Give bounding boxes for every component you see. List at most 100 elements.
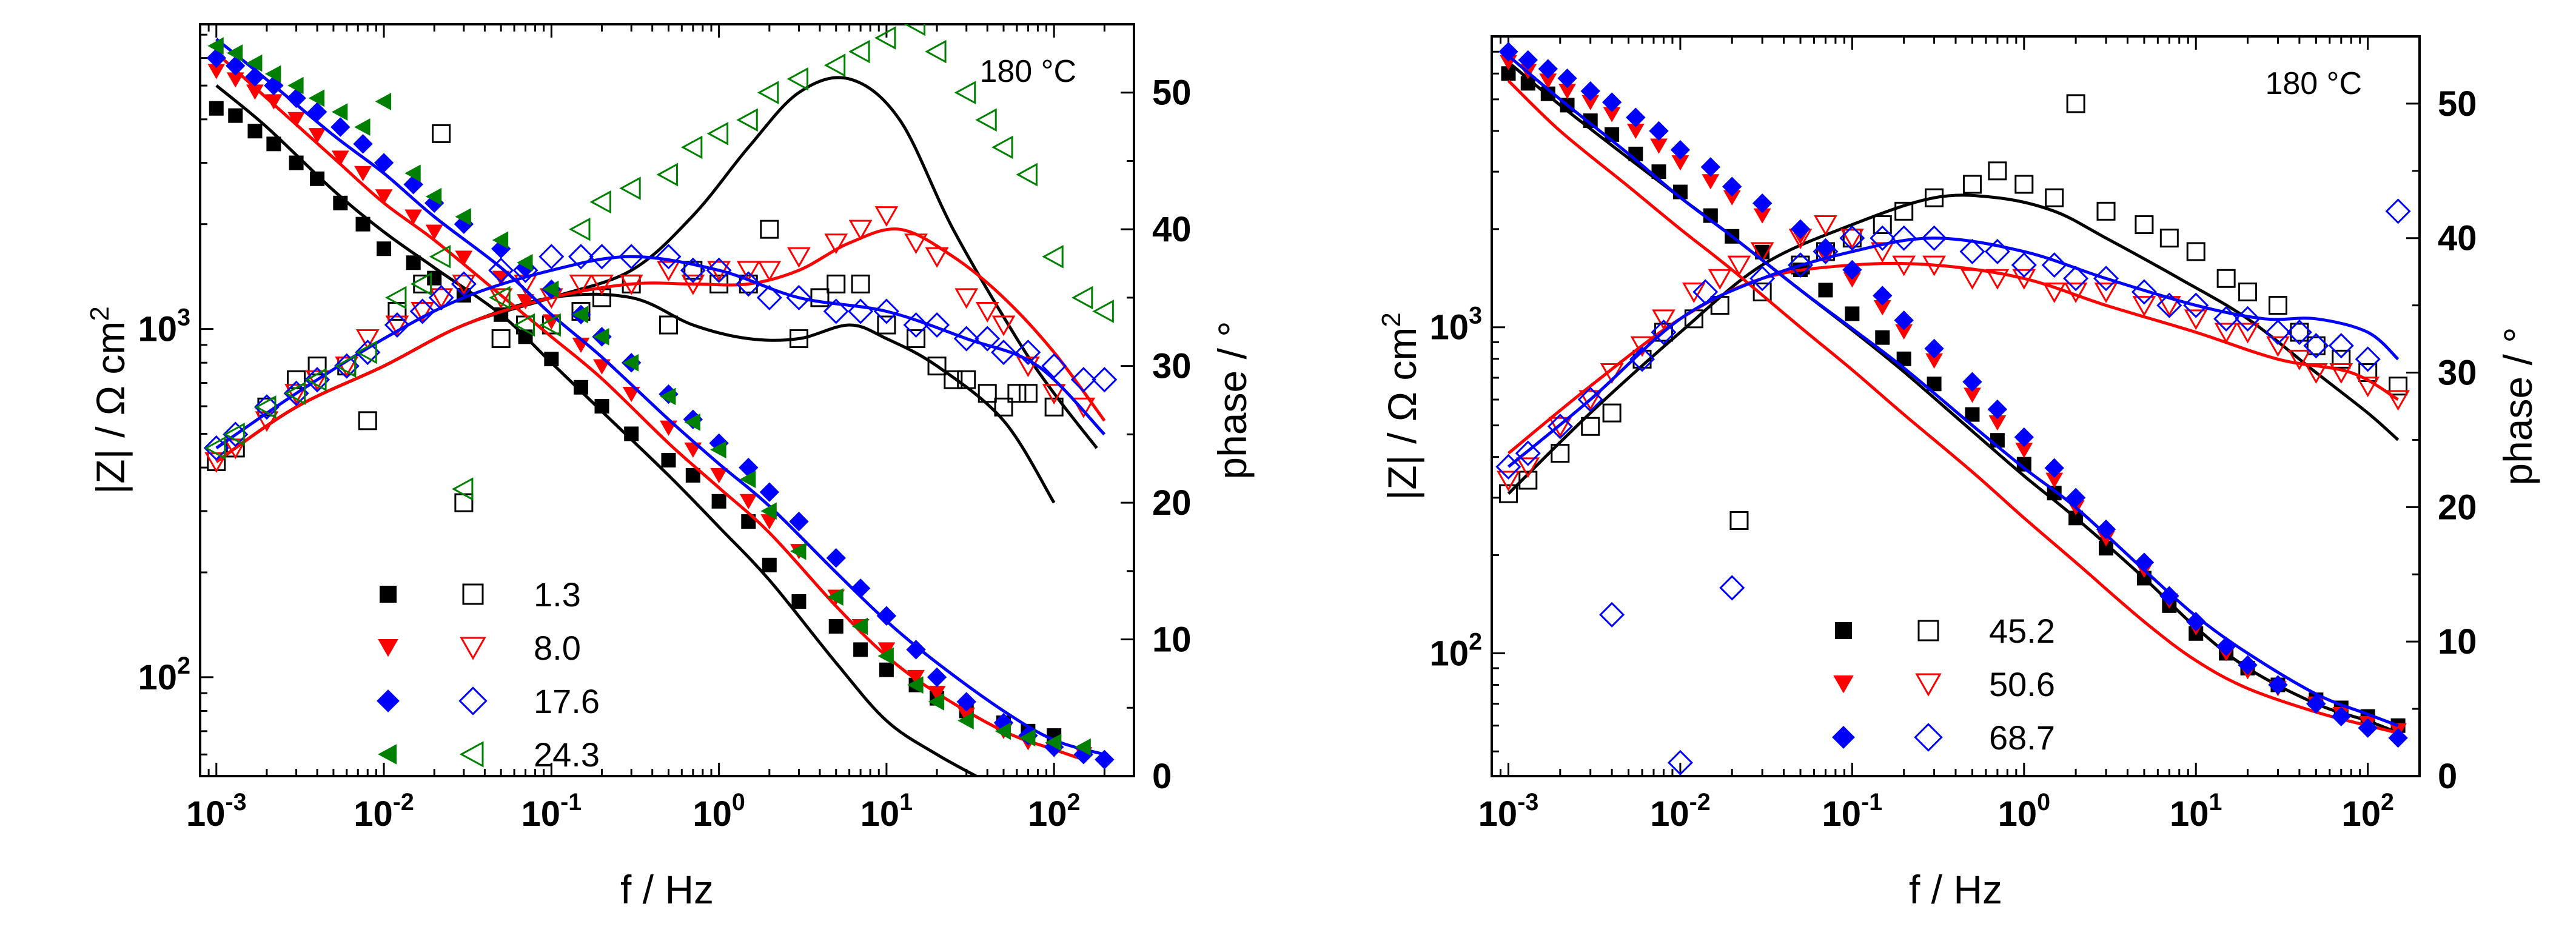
impedance-point: [425, 224, 443, 240]
impedance-point: [1580, 81, 1600, 101]
y-left-tick-label-base: 10: [1430, 634, 1469, 673]
phase-point: [1959, 238, 1985, 264]
impedance-point: [1988, 415, 2007, 431]
phase-point: [877, 315, 896, 335]
x-tick-label-exp: -3: [1517, 789, 1538, 816]
phase-point: [1548, 417, 1572, 438]
phase-point: [488, 257, 514, 283]
impedance-point: [1670, 139, 1691, 160]
impedance-point: [1650, 138, 1668, 154]
impedance-point: [427, 270, 442, 286]
impedance-point: [572, 306, 588, 324]
phase-point: [1581, 417, 1600, 436]
phase-point: [411, 301, 435, 323]
x-tick-label: 101: [2170, 789, 2222, 834]
phase-point: [1518, 471, 1538, 490]
phase-point: [2096, 201, 2116, 221]
phase-point: [1753, 282, 1772, 301]
phase-point: [1016, 162, 1038, 187]
legend-filled-marker: [1835, 622, 1852, 639]
x-tick-label-base: 10: [522, 794, 561, 834]
legend-filled-marker: [377, 689, 400, 712]
legend: 45.2 50.6 68.7: [1832, 612, 2055, 757]
impedance-point: [404, 209, 423, 225]
phase-point: [451, 477, 474, 501]
y-left-tick-label-base: 10: [138, 658, 178, 697]
impedance-point: [542, 280, 559, 298]
impedance-point: [660, 387, 676, 406]
legend-label: 17.6: [534, 682, 600, 720]
x-tick-label: 10-2: [1650, 789, 1711, 834]
phase-point: [284, 384, 308, 405]
y-left-axis-title: |Z| / Ω cm2: [85, 306, 133, 494]
phase-point: [1044, 397, 1064, 417]
impedance-point: [660, 420, 677, 436]
phase-point: [2389, 377, 2408, 396]
impedance-point: [354, 118, 371, 136]
phase-point: [824, 233, 848, 255]
phase-point: [1840, 229, 1864, 250]
phase-point: [990, 340, 1017, 366]
impedance-point: [247, 124, 263, 139]
impedance-point: [624, 426, 639, 441]
y-right-tick-label: 10: [1152, 620, 1192, 660]
impedance-point: [1557, 68, 1577, 89]
x-tick-label-exp: -1: [560, 789, 582, 816]
impedance-point: [544, 352, 559, 367]
plot-area: [203, 24, 1118, 776]
impedance-point: [879, 662, 894, 677]
impedance-point: [1045, 733, 1062, 751]
impedance-fit-line: [215, 38, 1105, 756]
impedance-point: [622, 353, 639, 372]
phase-point: [1071, 286, 1093, 310]
phase-point: [1667, 749, 1693, 776]
phase-point: [1961, 269, 1984, 290]
phase-point: [904, 233, 928, 255]
phase-point: [1891, 225, 1917, 251]
impedance-point: [1626, 123, 1645, 139]
impedance-point: [1722, 176, 1742, 196]
phase-point: [681, 274, 705, 295]
phase-fit-line: [1507, 236, 2400, 468]
impedance-point: [1539, 73, 1557, 89]
phase-point: [944, 370, 963, 389]
impedance-point: [1723, 190, 1741, 206]
phase-point: [974, 326, 1001, 352]
y-right-tick-label: 0: [1152, 757, 1172, 796]
impedance-point: [491, 239, 511, 259]
impedance-point: [226, 72, 244, 88]
y-right-tick-label: 30: [1152, 347, 1192, 386]
impedance-point: [851, 617, 868, 635]
phase-point: [2063, 266, 2089, 292]
impedance-point: [709, 433, 729, 454]
phase-point: [589, 244, 615, 270]
impedance-point: [264, 65, 281, 83]
phase-point: [954, 81, 976, 105]
impedance-point: [927, 667, 947, 688]
x-tick-label-exp: 1: [899, 789, 913, 816]
phase-point: [954, 288, 979, 309]
impedance-point: [2134, 552, 2155, 572]
phase-fit-line-alt: [215, 76, 1098, 463]
impedance-point: [876, 606, 897, 626]
phase-point: [1708, 269, 1732, 290]
phase-point: [2355, 346, 2381, 372]
phase-point: [255, 395, 277, 419]
y-right-tick-label: 40: [1152, 210, 1192, 249]
phase-point: [491, 329, 511, 349]
phase-point: [736, 271, 762, 297]
phase-point: [2183, 292, 2209, 318]
y-left-tick-label-exp: 2: [1469, 628, 1482, 655]
impedance-point: [2216, 636, 2236, 657]
phase-point: [1922, 255, 1946, 276]
phase-point: [1629, 346, 1655, 372]
phase-point: [2135, 215, 2154, 235]
impedance-point: [492, 231, 509, 249]
phase-point: [223, 423, 245, 446]
impedance-point: [1894, 310, 1914, 330]
y-right-tick-label: 50: [2438, 84, 2477, 124]
phase-point: [874, 26, 896, 50]
legend-filled-marker: [378, 639, 398, 657]
phase-point: [904, 24, 926, 36]
phase-point: [2064, 282, 2088, 303]
